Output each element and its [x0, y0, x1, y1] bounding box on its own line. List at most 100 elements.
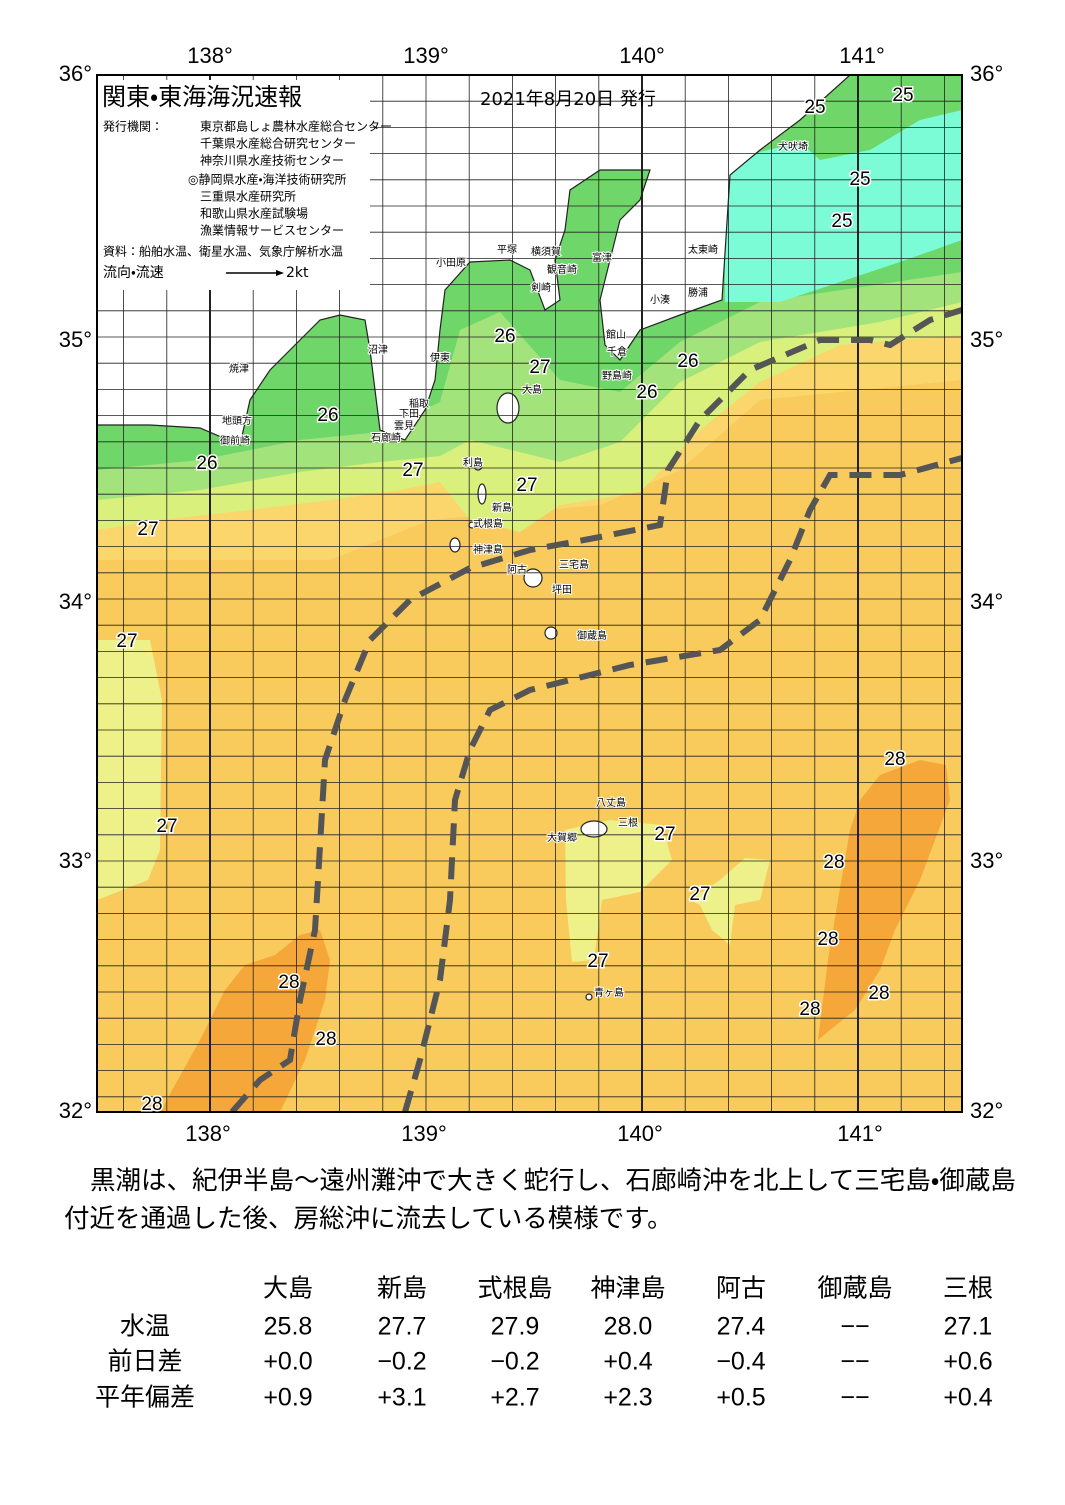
table-cell: −0.2 [490, 1348, 539, 1376]
table-header: 神津島 [590, 1275, 665, 1303]
island [496, 392, 520, 424]
table-cell: +0.6 [943, 1348, 992, 1376]
temperature-label: 25 [849, 169, 870, 190]
place-name: 新島 [492, 501, 512, 514]
temperature-label: 26 [317, 405, 338, 426]
place-name: 野島崎 [602, 369, 632, 382]
table-header: 大島 [263, 1275, 313, 1303]
table-cell: +0.4 [943, 1384, 992, 1412]
longitude-label: 141° [837, 1121, 883, 1146]
table-cell: −− [840, 1384, 869, 1412]
temperature-label: 28 [868, 983, 889, 1004]
place-name: 八丈島 [596, 796, 626, 809]
table-row-label: 前日差 [107, 1348, 182, 1376]
publisher: 千葉県水産総合研究センター [200, 136, 356, 151]
table-cell: +0.9 [263, 1384, 312, 1412]
place-name: 稲取 [409, 398, 429, 410]
place-name: 沼津 [368, 343, 388, 356]
kuroshio-axis [229, 307, 962, 1112]
table-cell: −0.4 [716, 1348, 765, 1376]
place-name: 太東崎 [688, 243, 718, 256]
table-cell: +0.5 [716, 1384, 765, 1412]
longitude-label: 139° [403, 43, 449, 68]
summary: 黒潮は、紀伊半島～遠州灘沖で大きく蛇行し、石廊崎沖を北上して三宅島・御蔵島付近を… [64, 1166, 1016, 1234]
temperature-label: 26 [494, 326, 515, 347]
table-cell: +2.7 [490, 1384, 539, 1412]
publisher: 三重県水産研究所 [200, 190, 296, 204]
kuroshio-axis [402, 455, 962, 1112]
place-name: 下田 [399, 409, 419, 420]
temperature-label: 28 [884, 749, 905, 770]
table-row-label: 水温 [120, 1313, 170, 1341]
place-name: 焼津 [229, 363, 249, 375]
latitude-label: 33° [59, 848, 92, 873]
temperature-label: 27 [529, 357, 550, 378]
table-cell: 27.9 [491, 1313, 540, 1341]
table-header: 式根島 [477, 1275, 552, 1303]
place-name: 小湊 [650, 293, 670, 306]
table-cell: −− [840, 1313, 869, 1341]
publisher-label: 発行機関： [103, 120, 163, 134]
table-header: 御蔵島 [817, 1275, 892, 1303]
temperature-label: 26 [636, 382, 657, 403]
temperature-label: 27 [516, 475, 537, 496]
place-name: 大島 [522, 383, 542, 396]
place-name: 三根 [618, 816, 638, 829]
table-row-label: 平年偏差 [95, 1384, 195, 1412]
island [585, 993, 593, 1001]
map-title: 関東・東海海況速報 [102, 83, 302, 111]
kuroshio [229, 307, 962, 1112]
latitude-label: 32° [970, 1098, 1003, 1123]
latitude-label: 34° [59, 589, 92, 614]
place-name: 青ヶ島 [594, 986, 624, 999]
place-name: 石廊崎 [371, 431, 401, 444]
temperature-label: 26 [196, 453, 217, 474]
table-cell: −0.2 [377, 1348, 426, 1376]
temperature-label: 27 [689, 884, 710, 905]
place-name: 小田原 [436, 257, 466, 269]
temperature-label: 28 [141, 1094, 162, 1115]
latitude-label: 34° [970, 589, 1003, 614]
sea-hot [160, 930, 330, 1112]
place-name: 富津 [592, 251, 612, 264]
place-name: 大賀郷 [547, 831, 577, 844]
longitude-label: 139° [401, 1121, 447, 1146]
table-cell: 28.0 [604, 1313, 653, 1341]
temperature-label: 25 [804, 97, 825, 118]
table-header: 新島 [377, 1275, 427, 1303]
longitude-label: 140° [619, 43, 665, 68]
temperature-label: 27 [402, 460, 423, 481]
island [580, 820, 608, 838]
temperature-label: 28 [315, 1029, 336, 1050]
temperature-label: 28 [278, 972, 299, 993]
legend-scale: 2kt [286, 265, 309, 281]
place-name: 御蔵島 [577, 629, 607, 642]
table-cell: +0.0 [263, 1348, 312, 1376]
sea-hot [818, 760, 950, 1040]
temperature-label: 25 [831, 211, 852, 232]
temperature-label: 27 [654, 824, 675, 845]
place-name: 利島 [463, 456, 483, 469]
place-name: 横須賀 [531, 245, 561, 258]
legend-label: 流向・流速 [103, 265, 164, 281]
place-name: 観音崎 [547, 263, 577, 276]
table-cell: +0.4 [603, 1348, 652, 1376]
issue-date: 2021年8月20日 発行 [480, 89, 656, 110]
island [449, 537, 461, 553]
table-cell: 27.1 [944, 1313, 993, 1341]
temperature-label: 26 [677, 351, 698, 372]
place-name: 勝浦 [688, 286, 708, 299]
place-name: 平塚 [497, 244, 517, 256]
sources: 資料：船舶水温、衛星水温、気象庁解析水温 [103, 244, 343, 259]
place-name: 犬吠埼 [778, 140, 808, 153]
place-name: 伊東 [430, 351, 450, 364]
longitude-label: 138° [187, 43, 233, 68]
place-name: 神津島 [473, 543, 503, 556]
table-cell: 27.7 [378, 1313, 427, 1341]
island [544, 626, 558, 640]
place-name: 阿古 [507, 563, 527, 576]
longitude-label: 138° [185, 1121, 231, 1146]
temperature-label: 27 [587, 951, 608, 972]
place-name: 三宅島 [559, 558, 589, 571]
